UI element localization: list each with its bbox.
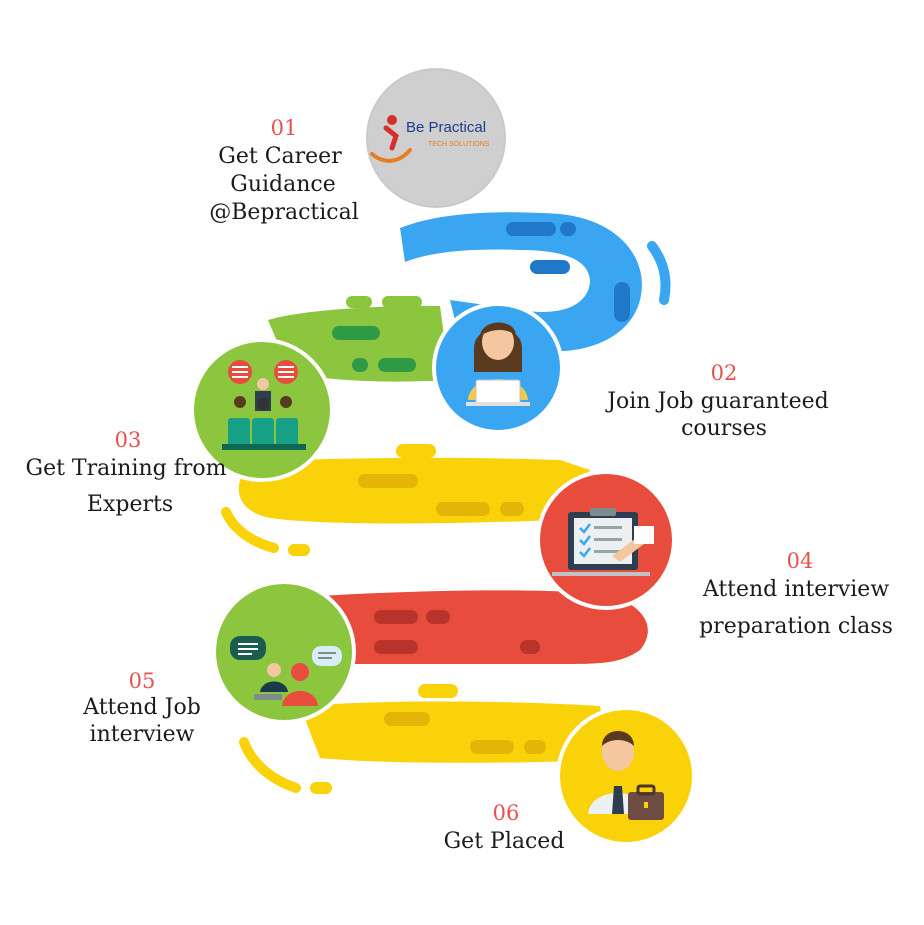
step-03-circle: [190, 338, 334, 482]
step-03-number: 03: [115, 428, 142, 452]
red-road-band: [320, 590, 648, 664]
step-04-number: 04: [787, 549, 814, 573]
step-06-number: 06: [493, 801, 520, 825]
step-05-label-line1: Attend Job: [82, 695, 201, 720]
step-01-label-line3: @Bepractical: [209, 200, 359, 225]
step-05-label-line2: interview: [90, 722, 195, 747]
step-04-label-line2: preparation class: [699, 614, 893, 639]
step-01-label-line1: Get Career: [218, 144, 342, 169]
step-03-text: 03 Get Training from Experts: [26, 428, 227, 517]
step-04-label-line1: Attend interview: [702, 577, 890, 602]
step-06-label-line1: Get Placed: [444, 829, 565, 854]
yellow-road-band-upper: [221, 444, 591, 556]
step-05-circle: [212, 580, 356, 724]
step-05-number: 05: [129, 669, 156, 693]
step-01-label-line2: Guidance: [230, 172, 336, 197]
interview-chat-icon: [230, 636, 342, 706]
step-03-label-line1: Get Training from: [26, 456, 227, 481]
step-02-label-line1: Join Job guaranteed: [605, 389, 829, 414]
woman-laptop-icon: [466, 322, 530, 406]
step-06-text: 06 Get Placed: [444, 801, 565, 854]
step-01-text: 01 Get Career Guidance @Bepractical: [209, 116, 359, 225]
logo-tagline: TECH SOLUTIONS: [428, 141, 490, 148]
yellow-road-band-lower: [239, 684, 610, 794]
trainer-audience-icon: [222, 360, 306, 450]
step-06-circle: [556, 706, 696, 846]
step-01-circle: Be Practical TECH SOLUTIONS: [366, 68, 506, 208]
logo-icon: [370, 115, 412, 163]
logo-name: Be Practical: [406, 119, 486, 136]
step-04-text: 04 Attend interview preparation class: [699, 549, 893, 639]
step-02-circle: [432, 302, 564, 434]
step-02-number: 02: [711, 361, 738, 385]
step-02-text: 02 Join Job guaranteed courses: [605, 361, 829, 441]
clipboard-checklist-icon: [552, 508, 654, 576]
step-04-circle: [536, 470, 676, 610]
step-01-number: 01: [271, 116, 298, 140]
step-02-label-line2: courses: [681, 416, 767, 441]
step-03-label-line2: Experts: [87, 492, 173, 517]
step-05-text: 05 Attend Job interview: [82, 669, 201, 747]
businessman-briefcase-icon: [588, 731, 664, 820]
